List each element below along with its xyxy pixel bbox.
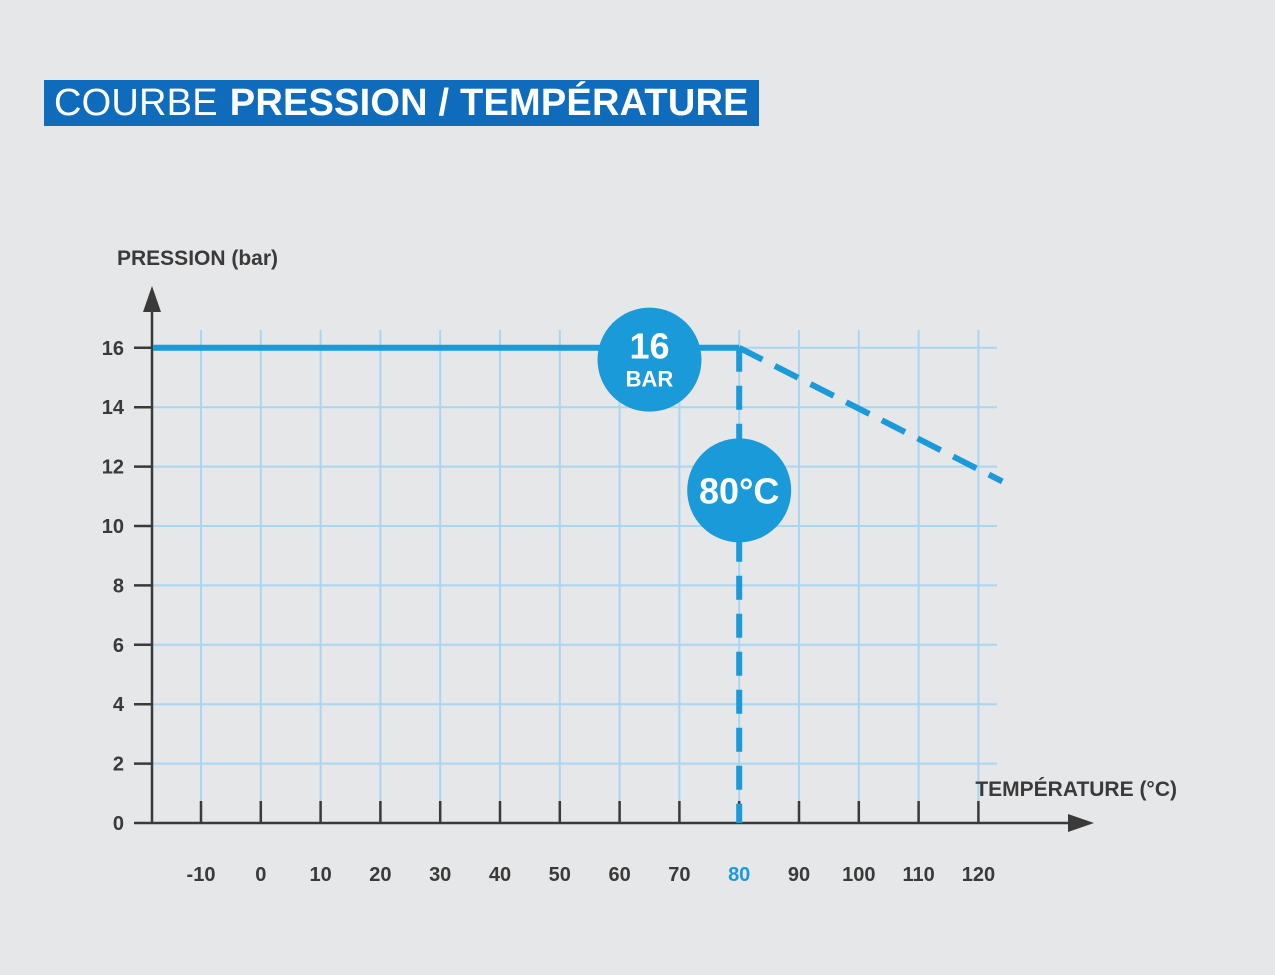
pressure-bubble (597, 307, 702, 412)
y-tick-label: 10 (102, 516, 124, 538)
x-tick-label: 0 (255, 864, 266, 886)
series-line-dashed (737, 345, 1004, 485)
y-tick-label: 12 (102, 457, 124, 479)
x-axis-arrow (1068, 814, 1094, 832)
y-tick-label: 0 (113, 813, 124, 835)
chart-title-light: COURBE (54, 81, 218, 124)
x-tick-label: 40 (489, 864, 511, 886)
x-tick-label: 10 (309, 864, 331, 886)
temperature-bubble (687, 438, 792, 543)
chart-title-bold: PRESSION / TEMPÉRATURE (229, 81, 749, 124)
y-tick-label: 2 (113, 754, 124, 776)
y-tick-label: 8 (113, 575, 124, 597)
temperature-bubble-value: 80°C (699, 470, 779, 511)
y-tick-label: 16 (102, 338, 124, 360)
x-tick-label: 70 (668, 864, 690, 886)
y-tick-label: 6 (113, 635, 124, 657)
x-tick-label: -10 (187, 864, 216, 886)
axes: 0 2 4 6 8 10 12 14 16 -10 0 10 20 30 40 50 60 70 80 90 100 11… (102, 286, 1094, 886)
x-tick-label: 110 (902, 864, 934, 886)
grid (152, 330, 997, 823)
x-tick-label: 20 (369, 864, 391, 886)
x-tick-label: 80 (728, 864, 750, 886)
x-tick-label: 60 (608, 864, 630, 886)
x-tick-label: 90 (788, 864, 810, 886)
x-tick-label: 30 (429, 864, 451, 886)
x-tick-label: 50 (549, 864, 571, 886)
x-tick-label: 120 (962, 864, 995, 886)
chart-title-banner: COURBE PRESSION / TEMPÉRATURE (44, 80, 759, 126)
pressure-bubble-unit: BAR (626, 367, 674, 392)
y-axis-title: PRESSION (bar) (117, 247, 278, 270)
y-tick-label: 4 (113, 694, 125, 716)
x-axis-title: TEMPÉRATURE (°C) (975, 778, 1177, 801)
y-tick-label: 14 (102, 397, 125, 419)
y-axis-arrow (143, 286, 161, 312)
pressure-bubble-value: 16 (629, 326, 669, 367)
x-tick-label: 100 (842, 864, 875, 886)
